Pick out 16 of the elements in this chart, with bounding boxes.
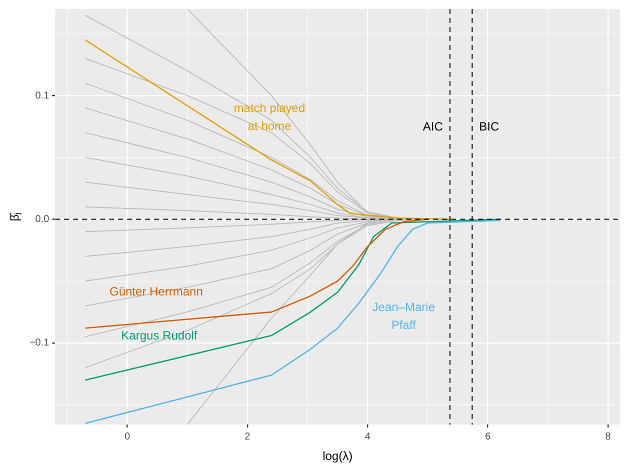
series-label: Kargus Rudolf [121, 328, 198, 342]
ref-line-label: AIC [422, 119, 444, 134]
y-tick-label: 0.1 [35, 90, 50, 102]
x-tick-label: 4 [364, 431, 371, 442]
x-tick-label: 0 [124, 431, 130, 442]
y-tick-label: 0.0 [35, 214, 50, 226]
y-axis-title: β̂ⱼ [8, 212, 22, 222]
x-tick-label: 8 [605, 431, 612, 442]
y-tick-label: −0.1 [29, 338, 50, 349]
series-label: match played at home [234, 101, 306, 134]
series-label: Jean–Marie Pfaff [372, 300, 436, 332]
x-tick-label: 2 [244, 431, 251, 442]
ref-line-label: BIC [479, 119, 500, 134]
x-axis-title: log(λ) [322, 449, 353, 464]
x-tick-label: 6 [485, 431, 492, 442]
series-label: Günter Herrmann [110, 284, 203, 298]
